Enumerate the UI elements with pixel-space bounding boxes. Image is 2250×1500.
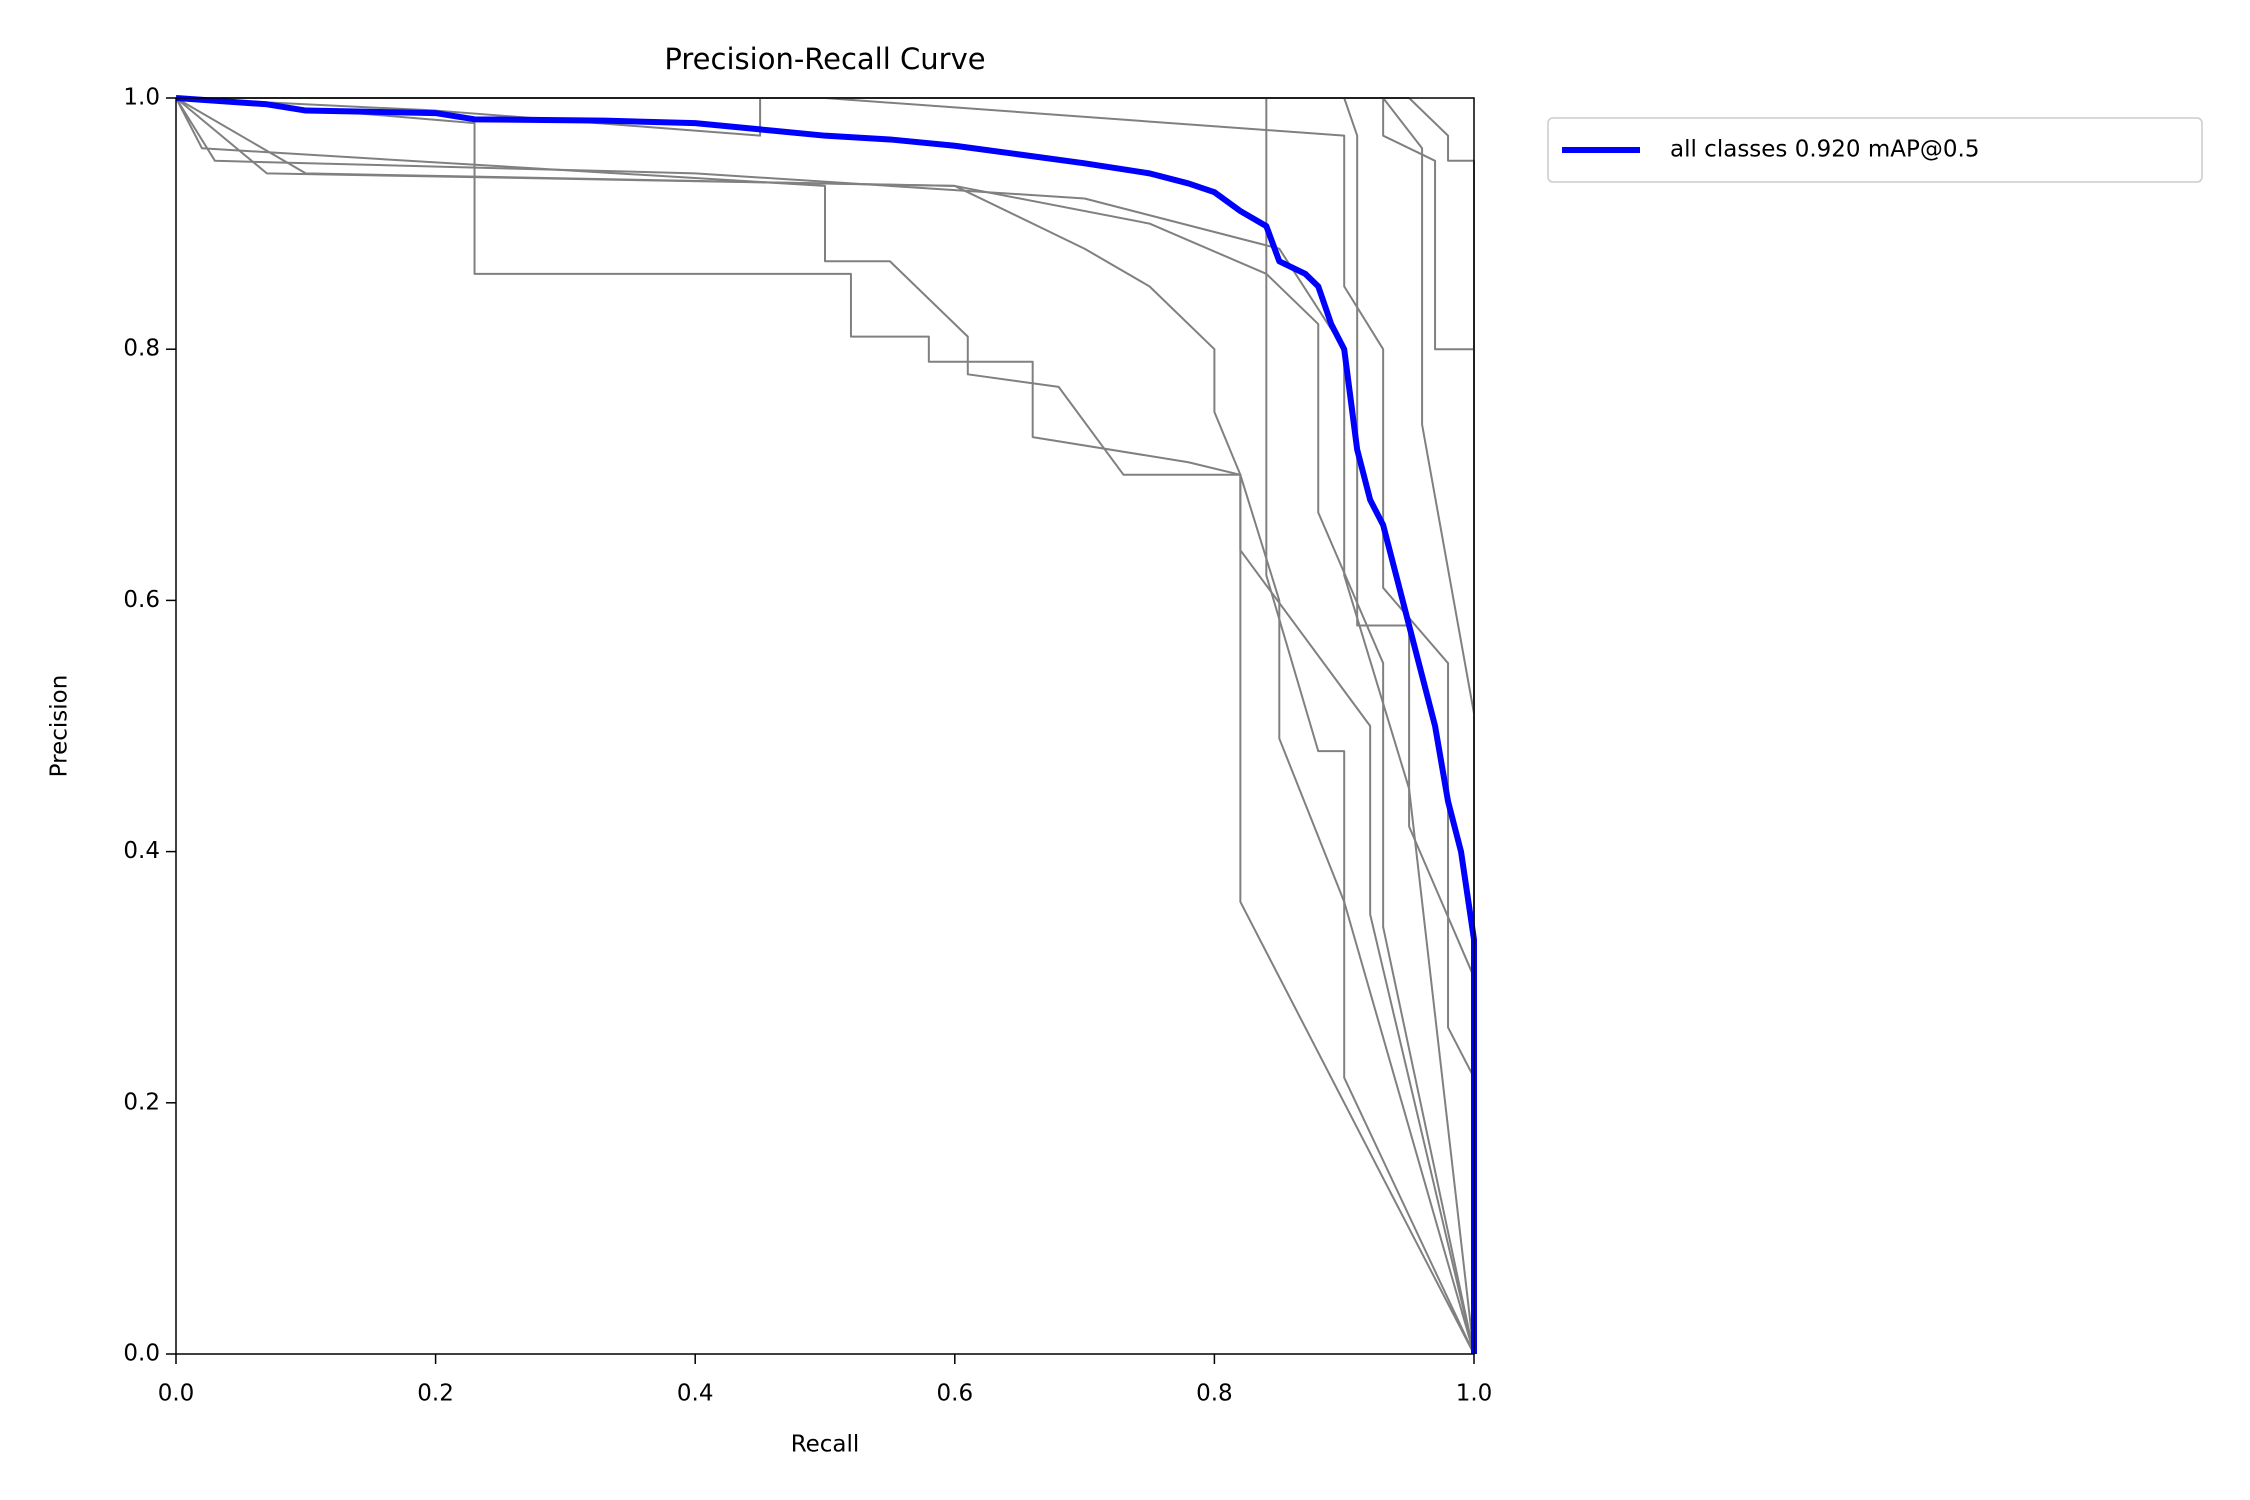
pr-curve	[175, 97, 1475, 1355]
y-tick-label: 0.8	[123, 336, 160, 362]
legend-box	[1547, 117, 2203, 183]
x-tick-label: 1.0	[1456, 1381, 1493, 1407]
y-tick-label: 0.4	[123, 838, 160, 864]
pr-curve	[176, 97, 1475, 1354]
x-tick-label: 0.0	[158, 1381, 195, 1407]
y-tick-label: 0.0	[123, 1341, 160, 1367]
x-tick-label: 0.4	[677, 1381, 714, 1407]
pr-curve	[176, 97, 1475, 1354]
plot-frame	[175, 97, 1475, 1355]
x-tick-label: 0.8	[1196, 1381, 1233, 1407]
x-tick-label: 0.6	[937, 1381, 974, 1407]
chart-title: Precision-Recall Curve	[664, 42, 985, 76]
x-tick-label: 0.2	[417, 1381, 454, 1407]
x-axis-label: Recall	[791, 1432, 860, 1458]
pr-curve	[175, 97, 1475, 1355]
y-tick-label: 0.2	[123, 1089, 160, 1115]
y-axis-label: Precision	[47, 675, 73, 778]
y-tick-label: 0.6	[123, 587, 160, 613]
legend-label: all classes 0.920 mAP@0.5	[1670, 137, 1979, 163]
pr-curve	[175, 97, 1475, 1355]
y-tick-label: 1.0	[123, 85, 160, 111]
pr-curve	[175, 95, 1477, 1354]
